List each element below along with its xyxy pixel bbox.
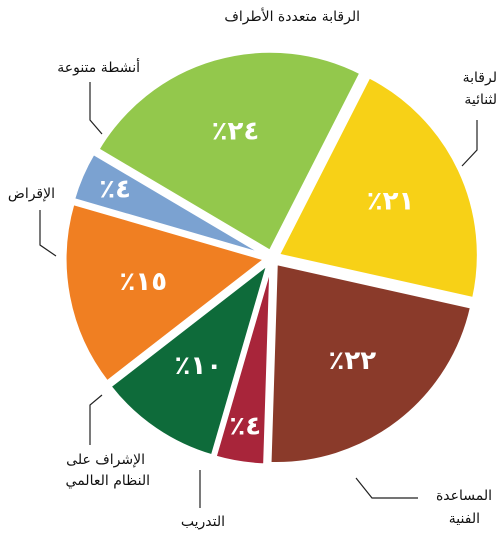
category-label: الفنية	[449, 511, 480, 527]
leader-line	[356, 478, 418, 498]
chart: ٢١٪ لرقابة لثنائية ٢٢٪ المساعدة الفنية ٤٪ التدر…	[0, 0, 502, 536]
category-label: الإقراض	[8, 186, 55, 202]
value-label: ٢٢٪	[328, 346, 376, 376]
value-label: ٤٪	[99, 175, 131, 205]
value-label: ٤٪	[229, 411, 261, 441]
leader-line	[462, 120, 477, 166]
category-label: لرقابة	[463, 70, 497, 86]
category-label: النظام العالمي	[66, 473, 150, 489]
category-label: لثنائية	[464, 92, 497, 108]
value-label: ٢١٪	[367, 187, 415, 217]
category-label: التدريب	[181, 514, 225, 530]
leader-line	[90, 82, 102, 134]
leader-line	[40, 210, 56, 256]
leader-line	[90, 395, 102, 445]
value-label: ٢٤٪	[212, 117, 260, 147]
value-label: ١٥٪	[120, 267, 168, 297]
category-label: الرقابة متعددة الأطراف	[224, 7, 360, 25]
category-label: الإشراف على	[66, 452, 145, 468]
value-label: ١٠٪	[175, 351, 223, 381]
category-label: المساعدة	[436, 488, 492, 504]
category-label: أنشطة متنوعة	[57, 58, 140, 76]
